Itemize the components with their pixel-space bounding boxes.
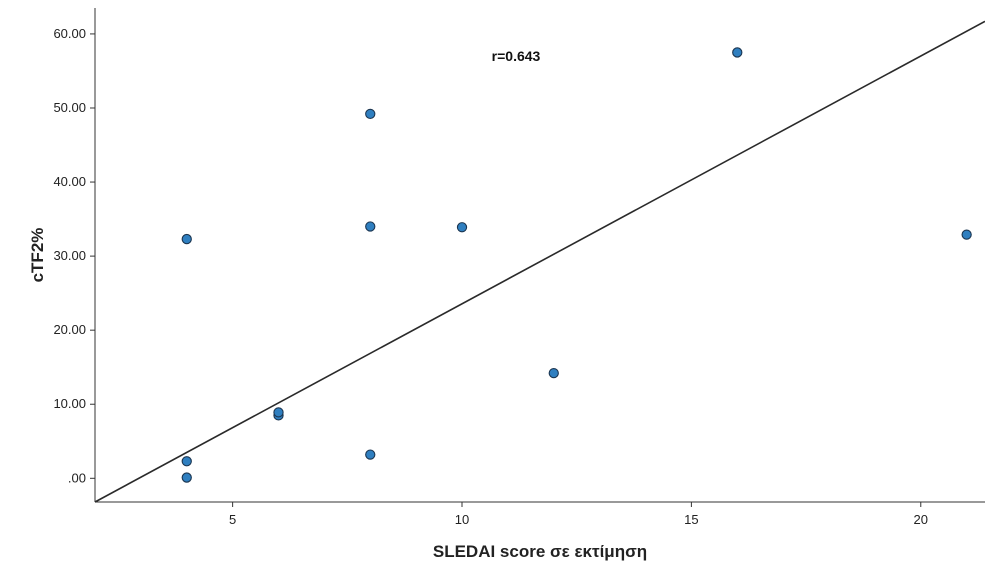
- x-tick-label: 10: [455, 512, 469, 527]
- data-point: [181, 456, 192, 467]
- data-point: [181, 233, 192, 245]
- y-tick-label: 40.00: [53, 174, 86, 189]
- correlation-annotation: r=0.643: [492, 48, 541, 64]
- y-tick-label: .00: [68, 470, 86, 485]
- y-axis-title: cTF2%: [28, 228, 47, 283]
- data-points: [181, 47, 972, 483]
- data-point: [961, 229, 972, 240]
- axes: [94, 8, 985, 503]
- y-tick-label: 50.00: [53, 100, 86, 115]
- data-point: [365, 108, 376, 120]
- data-point: [365, 221, 376, 232]
- x-tick-label: 15: [684, 512, 698, 527]
- x-ticks: 5 10 15 20: [229, 502, 928, 527]
- data-point: [273, 407, 284, 418]
- y-tick-label: 20.00: [53, 322, 86, 337]
- y-tick-label: 10.00: [53, 396, 86, 411]
- x-tick-label: 20: [914, 512, 928, 527]
- y-tick-label: 60.00: [53, 26, 86, 41]
- regression-line: [94, 20, 985, 503]
- data-point: [456, 222, 468, 233]
- x-tick-label: 5: [229, 512, 236, 527]
- y-tick-label: 30.00: [53, 248, 86, 263]
- x-axis-title: SLEDAI score σε εκτίμηση: [433, 542, 647, 561]
- data-point: [365, 449, 376, 460]
- y-ticks: .00 10.00 20.00 30.00 40.00 50.00 60.00: [53, 26, 95, 485]
- data-point: [548, 367, 559, 379]
- data-point: [732, 47, 743, 58]
- data-point: [181, 472, 192, 483]
